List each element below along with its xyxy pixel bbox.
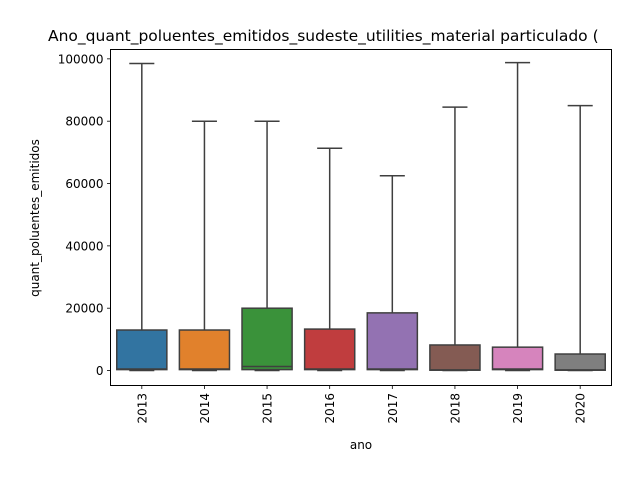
box-2013 [116, 62, 168, 372]
y-tick-label: 60000 [65, 177, 103, 191]
boxes-layer [116, 61, 606, 372]
box-2020 [554, 104, 606, 372]
x-tick-label: 2018 [448, 393, 462, 424]
x-tick-label: 2019 [511, 393, 525, 424]
box-2016 [303, 147, 356, 372]
box-body-2013 [116, 329, 168, 371]
y-tick-label: 20000 [65, 302, 103, 316]
box-body-2020 [554, 353, 606, 371]
box-2015 [241, 120, 293, 372]
box-body-2016 [303, 328, 356, 371]
x-tick-label: 2016 [323, 393, 337, 424]
y-tick-label: 40000 [65, 239, 103, 253]
box-body-2018 [429, 344, 481, 371]
y-tick-label: 0 [96, 364, 104, 378]
y-axis: 0 20000 40000 60000 80000 100000 [58, 52, 111, 378]
chart-title: Ano_quant_poluentes_emitidos_sudeste_uti… [48, 27, 599, 46]
box-2017 [366, 174, 419, 372]
box-2014 [178, 120, 231, 372]
box-2019 [491, 61, 544, 372]
y-tick-label: 80000 [65, 115, 103, 129]
x-tick-label: 2020 [574, 393, 588, 424]
x-axis: 2013 2014 2015 2016 2017 2018 2019 2020 [135, 385, 588, 424]
x-tick-label: 2017 [386, 393, 400, 424]
box-body-2014 [178, 329, 231, 371]
y-axis-label: quant_poluentes_emitidos [28, 139, 42, 297]
x-tick-label: 2014 [198, 393, 212, 424]
x-tick-label: 2013 [135, 393, 149, 424]
box-2018 [429, 106, 481, 372]
box-body-2017 [366, 312, 419, 371]
x-axis-label: ano [350, 438, 372, 452]
plot-frame [110, 49, 612, 386]
x-tick-label: 2015 [261, 393, 275, 424]
y-tick-label: 100000 [58, 52, 104, 66]
box-body-2019 [491, 346, 544, 371]
box-body-2015 [241, 307, 293, 371]
